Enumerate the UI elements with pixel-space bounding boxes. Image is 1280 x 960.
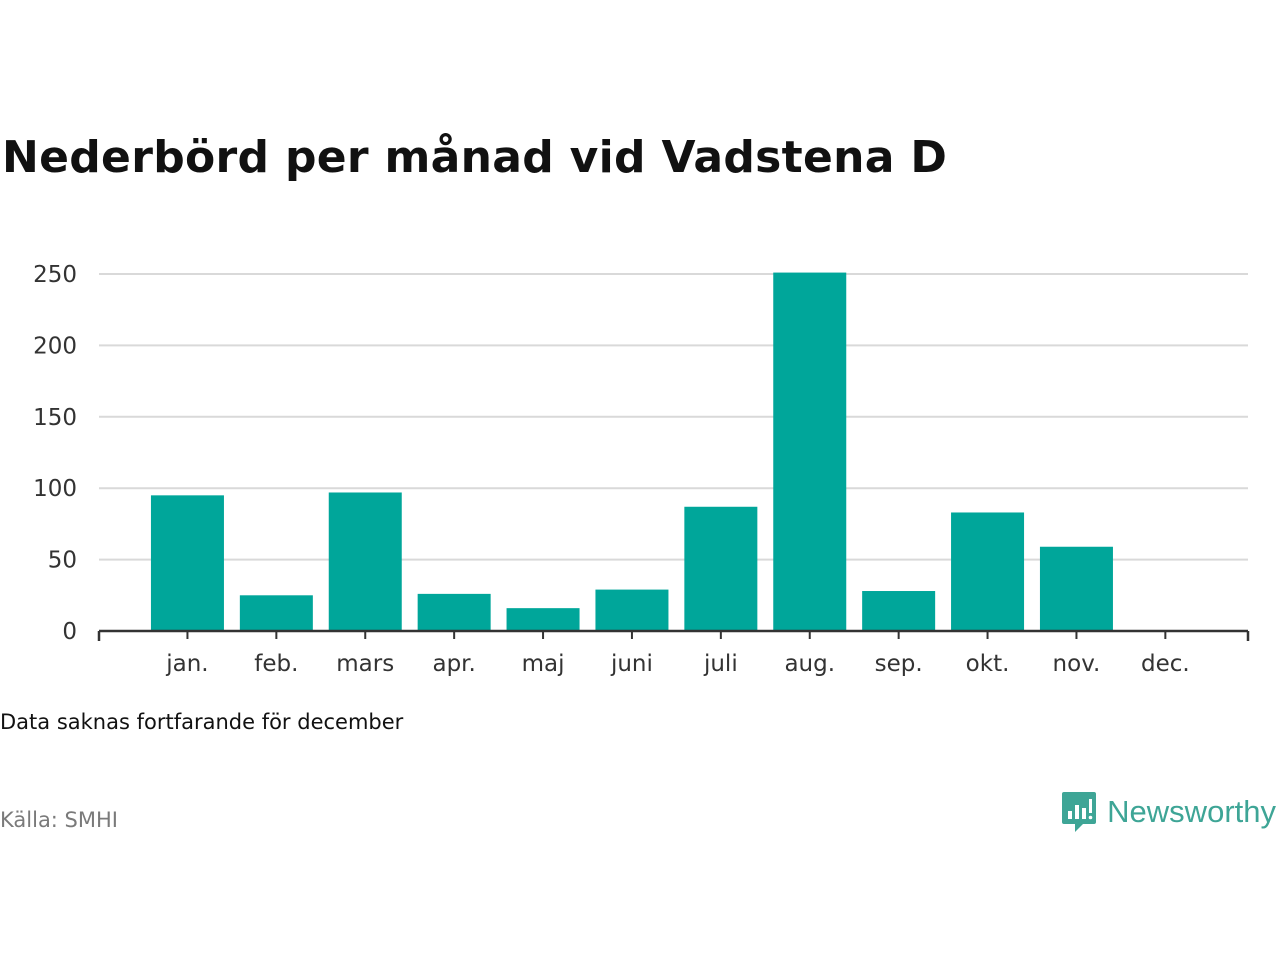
bar-9 xyxy=(862,591,936,631)
bar-10 xyxy=(951,512,1025,631)
brand-name: Newsworthy xyxy=(1107,794,1276,829)
source-label: Källa: SMHI xyxy=(0,808,118,832)
chart-note: Data saknas fortfarande för december xyxy=(0,710,404,734)
y-tick-labels: 0 50 100 150 200 250 xyxy=(33,262,77,645)
y-tick-label-0: 0 xyxy=(62,619,77,645)
x-tick-label-10: okt. xyxy=(966,651,1010,677)
x-tick-label-5: maj xyxy=(522,651,565,677)
x-tick-label-4: apr. xyxy=(432,651,475,677)
bar-3 xyxy=(328,492,402,631)
y-tick-label-100: 100 xyxy=(33,476,77,502)
bar-5 xyxy=(506,608,580,631)
x-axis xyxy=(97,629,1250,641)
bar-8 xyxy=(773,272,847,631)
x-tick-label-12: dec. xyxy=(1141,651,1190,677)
x-tick-label-9: sep. xyxy=(875,651,923,677)
x-tick-label-3: mars xyxy=(336,651,394,677)
x-tick-label-7: juli xyxy=(703,651,738,677)
bar-4 xyxy=(417,593,491,631)
bar-2 xyxy=(239,595,313,631)
x-tick-label-8: aug. xyxy=(784,651,835,677)
bar-1 xyxy=(150,495,224,631)
x-tick-label-1: jan. xyxy=(165,651,208,677)
bars xyxy=(150,272,1113,631)
grid-lines xyxy=(99,273,1248,561)
brand-logo: Newsworthy xyxy=(1061,790,1276,834)
bar-11 xyxy=(1039,546,1113,631)
bar-7 xyxy=(684,506,758,631)
chart-title: Nederbörd per månad vid Vadstena D xyxy=(2,132,948,183)
x-tick-label-6: juni xyxy=(610,651,653,677)
bar-6 xyxy=(595,589,669,631)
y-tick-label-200: 200 xyxy=(33,333,77,359)
y-tick-label-150: 150 xyxy=(33,405,77,431)
y-tick-label-50: 50 xyxy=(48,548,77,574)
x-tick-label-11: nov. xyxy=(1053,651,1101,677)
y-tick-label-250: 250 xyxy=(33,262,77,288)
x-tick-labels: jan. feb. mars apr. maj juni juli aug. sep. okt. n… xyxy=(165,651,1189,677)
x-tick-label-2: feb. xyxy=(254,651,298,677)
newsworthy-logo-icon xyxy=(1062,792,1097,832)
